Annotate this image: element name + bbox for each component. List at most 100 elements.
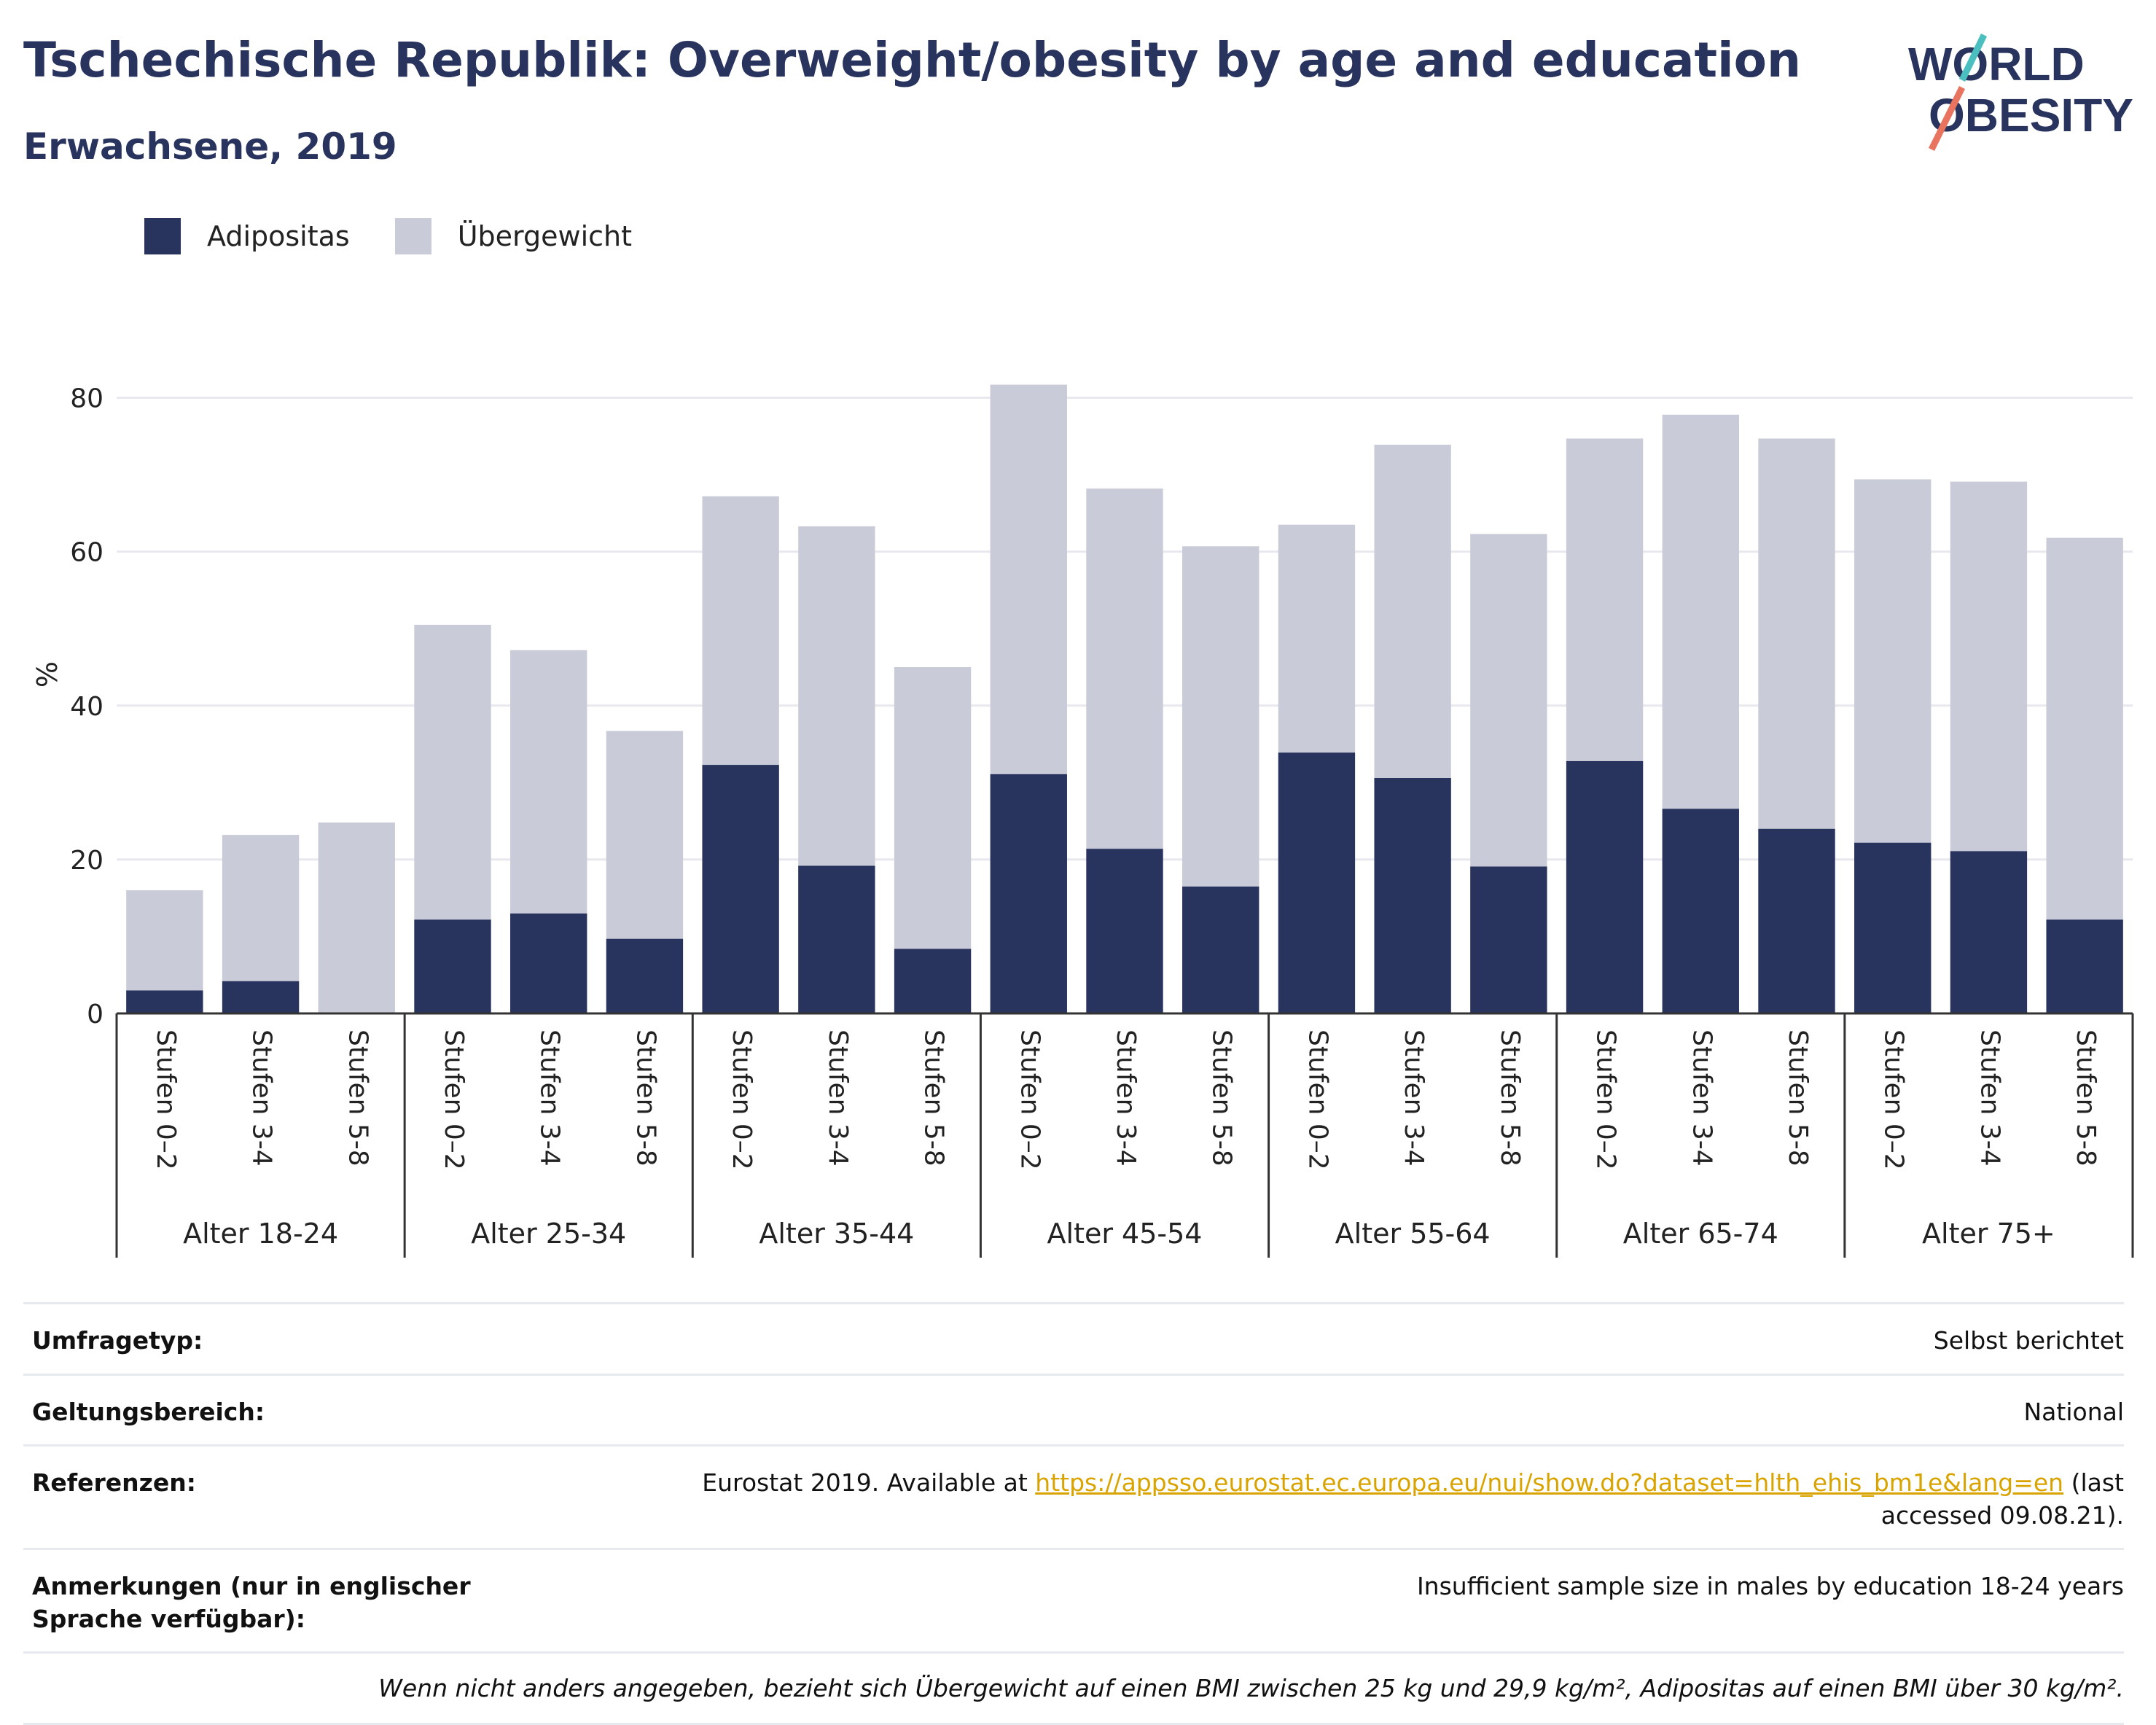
bar-overweight xyxy=(1950,481,2028,852)
x-tick-label: Stufen 3-4 xyxy=(1111,1029,1141,1167)
legend-item-obesity: Adipositas xyxy=(144,218,350,254)
chart: 0 20 40 60 80% Stufen 0–2 Stufen 3-4 Stufen 5-8… xyxy=(31,384,2134,1258)
x-tick-label: Stufen 0–2 xyxy=(439,1029,469,1170)
footer-value: Insufficient sample size in males by edu… xyxy=(1416,1572,2124,1601)
footer-bmi-note: Wenn nicht anders angegeben, bezieht sic… xyxy=(23,1651,2124,1725)
bar-overweight xyxy=(2046,537,2123,920)
bar-overweight xyxy=(1662,414,1739,809)
bar-overweight xyxy=(222,835,300,981)
bar-overweight xyxy=(1278,524,1356,753)
x-tick-label: Stufen 0–2 xyxy=(1879,1029,1909,1170)
x-tick-label: Stufen 5-8 xyxy=(1495,1029,1525,1167)
page-title: Tschechische Republik: Overweight/obesit… xyxy=(23,32,1802,88)
x-tick-label: Stufen 3-4 xyxy=(823,1029,853,1167)
x-tick-label: Stufen 3-4 xyxy=(1399,1029,1429,1167)
reference-prefix: Eurostat 2019. Available at xyxy=(702,1468,1036,1498)
x-tick-label: Stufen 5-8 xyxy=(343,1029,372,1167)
legend-label-obesity: Adipositas xyxy=(207,220,350,252)
y-tick-label: 40 xyxy=(70,692,103,722)
y-tick-label: 60 xyxy=(70,538,103,568)
x-tick-label: Stufen 0–2 xyxy=(1302,1029,1332,1170)
group-label: Alter 55-64 xyxy=(1335,1218,1491,1250)
footer-row-coverage: Geltungsbereich: National xyxy=(23,1373,2124,1445)
footer-label: Umfragetyp: xyxy=(32,1326,203,1355)
group-label: Alter 35-44 xyxy=(759,1218,914,1250)
bar-obesity xyxy=(894,949,972,1013)
bar-overweight xyxy=(1566,438,1644,761)
bar-overweight xyxy=(126,890,203,991)
bar-overweight xyxy=(1758,438,1835,829)
group-label: Alter 75+ xyxy=(1922,1218,2055,1250)
group-label: Alter 25-34 xyxy=(471,1218,626,1250)
x-tick-label: Stufen 5-8 xyxy=(2071,1029,2101,1167)
bar-overweight xyxy=(1470,534,1547,867)
bar-obesity xyxy=(126,990,203,1013)
bar-obesity xyxy=(798,865,875,1013)
bar-overweight xyxy=(1854,479,1932,843)
y-axis-label: % xyxy=(31,661,63,688)
legend-item-overweight: Übergewicht xyxy=(394,218,632,254)
legend: Adipositas Übergewicht xyxy=(144,216,677,257)
logo-line1: WORLD xyxy=(1908,38,2085,90)
footer-value: Eurostat 2019. Available at https://apps… xyxy=(608,1467,2124,1532)
bar-obesity xyxy=(1662,809,1739,1013)
bar-overweight xyxy=(798,526,875,866)
logo-accent-coral xyxy=(1928,86,1966,151)
x-tick-label: Stufen 3-4 xyxy=(1975,1029,2004,1167)
legend-swatch-obesity xyxy=(144,218,181,254)
bar-overweight xyxy=(894,667,972,949)
group-label: Alter 18-24 xyxy=(183,1218,338,1250)
group-label: Alter 65-74 xyxy=(1623,1218,1778,1250)
bar-obesity xyxy=(1278,752,1356,1013)
legend-label-overweight: Übergewicht xyxy=(457,220,632,252)
x-tick-label: Stufen 3-4 xyxy=(247,1029,277,1167)
footer-label: Anmerkungen (nur in englischer Sprache v… xyxy=(32,1572,471,1633)
bar-obesity xyxy=(1854,842,1932,1013)
x-tick-label: Stufen 5-8 xyxy=(919,1029,949,1167)
footer-label: Geltungsbereich: xyxy=(32,1397,265,1426)
bar-obesity xyxy=(1566,760,1644,1013)
bar-overweight xyxy=(1086,488,1163,849)
page-subtitle: Erwachsene, 2019 xyxy=(23,125,397,168)
bar-obesity xyxy=(510,913,587,1013)
bar-overweight xyxy=(414,624,491,920)
bar-obesity xyxy=(414,919,491,1013)
x-tick-label: Stufen 0–2 xyxy=(1591,1029,1621,1170)
footer-row-notes: Anmerkungen (nur in englischer Sprache v… xyxy=(23,1548,2124,1651)
bar-obesity xyxy=(1470,866,1547,1013)
bar-overweight xyxy=(510,650,587,914)
x-tick-label: Stufen 0–2 xyxy=(151,1029,181,1170)
bar-overweight xyxy=(1374,444,1451,778)
world-obesity-logo: WORLD OBESITY xyxy=(1908,34,2133,151)
footer-value: National xyxy=(2023,1397,2124,1426)
x-tick-label: Stufen 0–2 xyxy=(1015,1029,1044,1170)
bar-overweight xyxy=(606,731,684,939)
bar-overweight xyxy=(318,822,395,1013)
x-tick-label: Stufen 5-8 xyxy=(1207,1029,1237,1167)
bar-obesity xyxy=(2046,919,2123,1013)
y-tick-label: 80 xyxy=(70,384,103,414)
bar-obesity xyxy=(222,981,300,1013)
x-tick-label: Stufen 5-8 xyxy=(1783,1029,1813,1167)
footer-row-survey-type: Umfragetyp: Selbst berichtet xyxy=(23,1302,2124,1374)
bar-obesity xyxy=(990,774,1067,1013)
x-tick-label: Stufen 3-4 xyxy=(1687,1029,1716,1167)
reference-link[interactable]: https://appsso.eurostat.ec.europa.eu/nui… xyxy=(1035,1468,2064,1498)
footer-row-references: Referenzen: Eurostat 2019. Available at … xyxy=(23,1444,2124,1548)
footer-value: Selbst berichtet xyxy=(1933,1326,2124,1355)
bar-overweight xyxy=(1182,546,1259,887)
x-tick-label: Stufen 0–2 xyxy=(727,1029,757,1170)
x-tick-label: Stufen 3-4 xyxy=(535,1029,565,1167)
metadata-footer: Umfragetyp: Selbst berichtet Geltungsber… xyxy=(23,1302,2124,1725)
group-label: Alter 45-54 xyxy=(1047,1218,1203,1250)
bar-obesity xyxy=(1950,851,2028,1013)
bar-obesity xyxy=(1374,778,1451,1013)
reference-suffix: (last accessed 09.08.21). xyxy=(1880,1468,2124,1530)
x-tick-label: Stufen 5-8 xyxy=(630,1029,660,1167)
logo-line2: OBESITY xyxy=(1929,89,2133,141)
bar-obesity xyxy=(1758,828,1835,1013)
bar-overweight xyxy=(702,496,779,766)
bar-overweight xyxy=(990,384,1067,774)
y-tick-label: 0 xyxy=(87,1000,103,1029)
y-tick-label: 20 xyxy=(70,846,103,876)
